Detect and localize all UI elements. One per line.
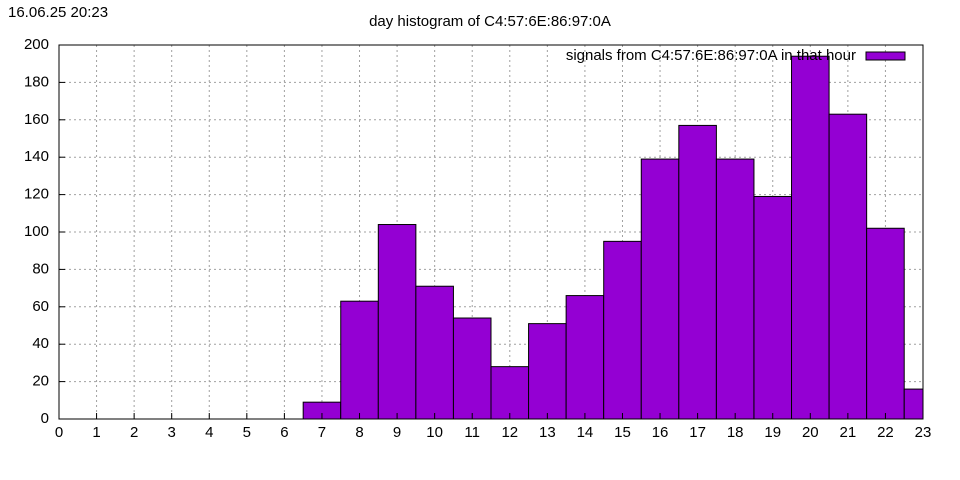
x-tick-label: 2: [130, 424, 138, 441]
y-tick-label: 80: [32, 260, 49, 277]
bar: [377, 224, 417, 419]
x-tick-label: 5: [243, 424, 251, 441]
timestamp: 16.06.25 20:23: [8, 4, 108, 21]
legend-label: signals from C4:57:6E:86:97:0A in that h…: [566, 47, 856, 64]
x-tick-label: 16: [652, 424, 669, 441]
x-tick-label: 13: [539, 424, 556, 441]
bar: [603, 240, 642, 419]
bar: [866, 227, 905, 419]
x-tick-label: 12: [501, 424, 518, 441]
x-tick-label: 10: [426, 424, 443, 441]
y-tick-label: 20: [32, 373, 49, 390]
x-tick-label: 6: [280, 424, 288, 441]
x-tick-label: 9: [393, 424, 401, 441]
y-tick-label: 40: [32, 335, 49, 352]
y-tick-label: 140: [24, 148, 49, 165]
bar: [565, 295, 605, 419]
x-tick-label: 4: [205, 424, 213, 441]
bar: [340, 300, 379, 419]
y-tick-label: 160: [24, 111, 49, 128]
bar: [828, 113, 868, 419]
bar: [903, 388, 923, 419]
x-tick-label: 7: [318, 424, 326, 441]
x-tick-label: 0: [55, 424, 63, 441]
bar: [640, 158, 680, 419]
bar: [452, 317, 492, 419]
x-tick-label: 20: [802, 424, 819, 441]
y-tick-label: 120: [24, 186, 49, 203]
x-tick-label: 14: [577, 424, 594, 441]
x-tick-label: 21: [840, 424, 857, 441]
x-tick-label: 18: [727, 424, 744, 441]
x-tick-label: 11: [464, 424, 480, 441]
bar: [791, 55, 830, 419]
x-tick-label: 17: [689, 424, 706, 441]
y-tick-label: 100: [24, 223, 49, 240]
y-tick-label: 180: [24, 73, 49, 90]
x-tick-label: 15: [614, 424, 631, 441]
x-tick-label: 3: [168, 424, 176, 441]
legend-swatch: [865, 51, 906, 61]
x-tick-label: 19: [764, 424, 781, 441]
x-tick-label: 1: [92, 424, 100, 441]
x-tick-label: 23: [915, 424, 932, 441]
x-tick-label: 22: [877, 424, 894, 441]
bar: [753, 195, 793, 419]
chart-title: day histogram of C4:57:6E:86:97:0A: [369, 13, 611, 30]
y-tick-label: 60: [32, 298, 49, 315]
bar: [415, 285, 454, 419]
bar: [490, 366, 530, 419]
bar: [528, 323, 567, 419]
y-tick-label: 0: [41, 410, 49, 427]
bar: [715, 158, 755, 419]
y-tick-label: 200: [24, 36, 49, 53]
x-tick-label: 8: [355, 424, 363, 441]
bar: [678, 124, 717, 419]
